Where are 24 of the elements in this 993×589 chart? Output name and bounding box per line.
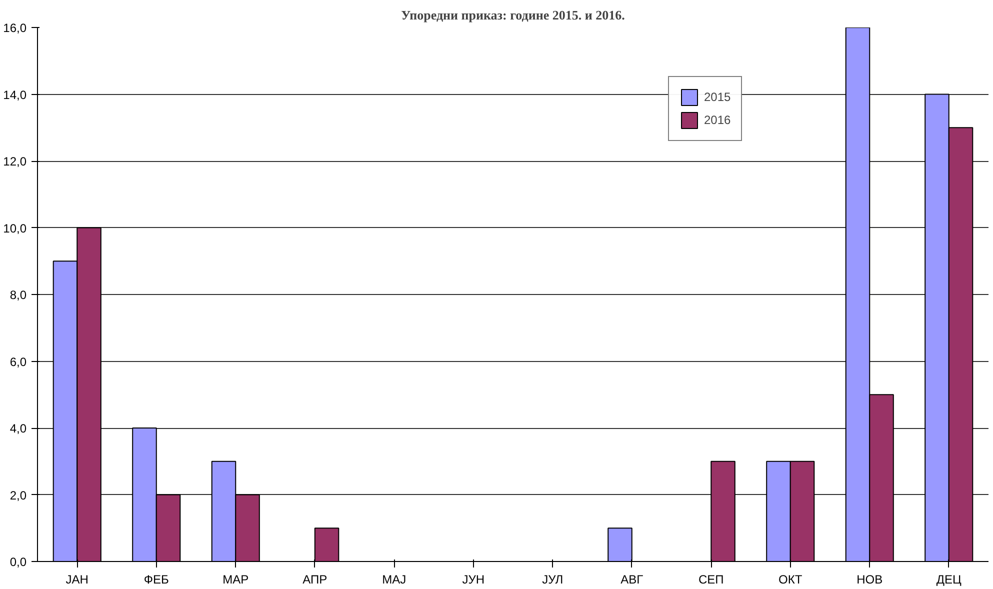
x-tick-label: МАЈ: [382, 572, 406, 586]
y-tick-label: 2,0: [10, 488, 27, 502]
x-tick-label: ЈУЛ: [542, 572, 564, 586]
y-tick-label: 4,0: [10, 422, 27, 436]
x-tick-label: ФЕБ: [144, 572, 169, 586]
x-tick-label: СЕП: [698, 572, 724, 586]
y-tick-label: 16,0: [3, 21, 27, 35]
y-tick-label: 10,0: [3, 221, 27, 236]
y-tick-label: 8,0: [10, 288, 27, 302]
legend-label: 2016: [704, 113, 731, 127]
x-tick-label: ДЕЦ: [936, 572, 962, 586]
legend-label: 2015: [704, 90, 731, 104]
x-tick-label: ЈУН: [462, 572, 485, 586]
x-tick-label: ЈАН: [66, 572, 88, 586]
x-tick-label: МАР: [222, 572, 249, 586]
y-tick-label: 14,0: [3, 88, 27, 102]
y-tick-label: 6,0: [10, 354, 27, 369]
y-tick-label: 12,0: [3, 154, 27, 168]
x-tick-label: ОКТ: [778, 572, 803, 586]
x-tick-label: АПР: [302, 572, 328, 586]
x-tick-label: НОВ: [856, 572, 883, 586]
x-tick-label: АВГ: [620, 572, 644, 586]
y-tick-label: 0,0: [10, 555, 27, 569]
chart-title: Упоредни приказ: године 2015. и 2016.: [401, 8, 625, 22]
